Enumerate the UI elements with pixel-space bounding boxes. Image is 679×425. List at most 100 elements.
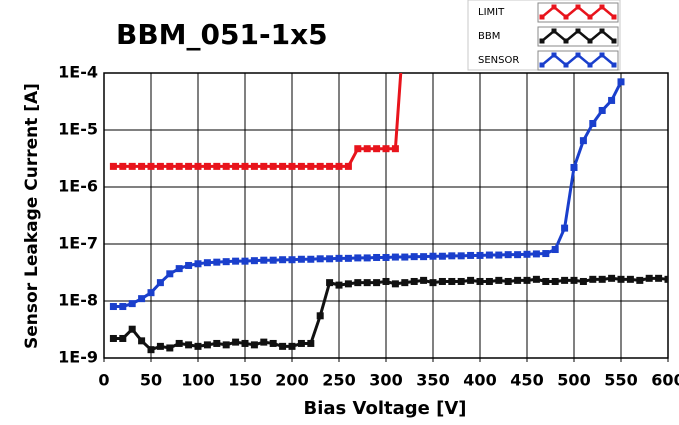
data-point (457, 252, 465, 260)
legend-label: SENSOR (478, 55, 519, 66)
data-point (203, 259, 211, 267)
legend-swatch-box (537, 2, 619, 23)
data-point (570, 276, 578, 284)
data-point (128, 162, 136, 170)
x-axis-label: Bias Voltage [V] (304, 398, 467, 419)
data-point (561, 276, 569, 284)
data-point (185, 341, 193, 349)
data-point (608, 274, 616, 282)
data-point (335, 162, 343, 170)
legend-marker (611, 38, 617, 44)
data-point (561, 224, 569, 232)
legend-marker (539, 14, 545, 20)
data-point (551, 246, 559, 254)
data-point (382, 277, 390, 285)
data-point (194, 162, 202, 170)
data-point (504, 251, 512, 259)
data-point (128, 325, 136, 333)
legend-marker (551, 28, 557, 34)
legend-marker (551, 4, 557, 10)
x-tick-label: 50 (140, 371, 162, 390)
x-tick-label: 200 (275, 371, 308, 390)
data-point (485, 251, 493, 259)
legend-marker (599, 4, 605, 10)
data-point (523, 276, 531, 284)
x-tick-label: 300 (369, 371, 402, 390)
data-point (344, 162, 352, 170)
data-point (213, 162, 221, 170)
data-point (119, 162, 127, 170)
data-point (326, 255, 334, 263)
data-point (532, 250, 540, 258)
data-point (241, 257, 249, 265)
data-point (166, 344, 174, 352)
data-point (119, 303, 127, 311)
data-point (241, 162, 249, 170)
data-point (156, 342, 164, 350)
data-point (655, 274, 663, 282)
data-point (128, 300, 136, 308)
data-point (626, 275, 634, 283)
data-point (194, 260, 202, 268)
data-point (185, 261, 193, 269)
y-tick-label: 1E-5 (58, 120, 98, 139)
data-point (250, 257, 258, 265)
legend-marker (575, 28, 581, 34)
data-point (297, 162, 305, 170)
data-point (373, 253, 381, 261)
y-tick-label: 1E-4 (58, 63, 98, 82)
data-point (109, 162, 117, 170)
y-axis-label: Sensor Leakage Current [A] (22, 83, 42, 349)
x-tick-label: 550 (604, 371, 637, 390)
data-point (373, 279, 381, 287)
data-point (316, 162, 324, 170)
data-point (570, 163, 578, 171)
data-point (260, 338, 268, 346)
legend-marker (611, 62, 617, 68)
legend-label: BBM (478, 31, 500, 42)
data-point (420, 276, 428, 284)
data-point (185, 162, 193, 170)
data-point (232, 338, 240, 346)
data-point (316, 255, 324, 263)
data-point (326, 162, 334, 170)
legend-swatch-box (537, 26, 619, 47)
data-point (664, 275, 668, 283)
data-point (241, 339, 249, 347)
data-point (335, 281, 343, 289)
data-point (589, 120, 597, 128)
data-point (391, 280, 399, 288)
data-point (608, 96, 616, 104)
data-point (222, 341, 230, 349)
data-point (316, 312, 324, 320)
data-point (410, 253, 418, 261)
data-point (109, 334, 117, 342)
data-point (410, 277, 418, 285)
data-point (448, 277, 456, 285)
legend-marker (575, 52, 581, 58)
data-point (156, 279, 164, 287)
data-point (354, 279, 362, 287)
data-point (260, 162, 268, 170)
data-point (457, 277, 465, 285)
data-point (551, 277, 559, 285)
data-point (467, 276, 475, 284)
data-point (269, 256, 277, 264)
data-point (485, 277, 493, 285)
data-point (175, 339, 183, 347)
data-point (222, 258, 230, 266)
data-point (288, 342, 296, 350)
x-tick-label: 450 (510, 371, 543, 390)
data-point (288, 162, 296, 170)
legend-marker (611, 14, 617, 20)
legend-swatch-box (537, 50, 619, 71)
data-point (514, 251, 522, 259)
legend-marker (551, 52, 557, 58)
legend-marker (587, 62, 593, 68)
data-point (344, 254, 352, 262)
x-tick-label: 250 (322, 371, 355, 390)
plot-frame (103, 72, 669, 359)
data-point (476, 251, 484, 259)
data-point (617, 275, 625, 283)
legend-label: LIMIT (478, 7, 505, 18)
